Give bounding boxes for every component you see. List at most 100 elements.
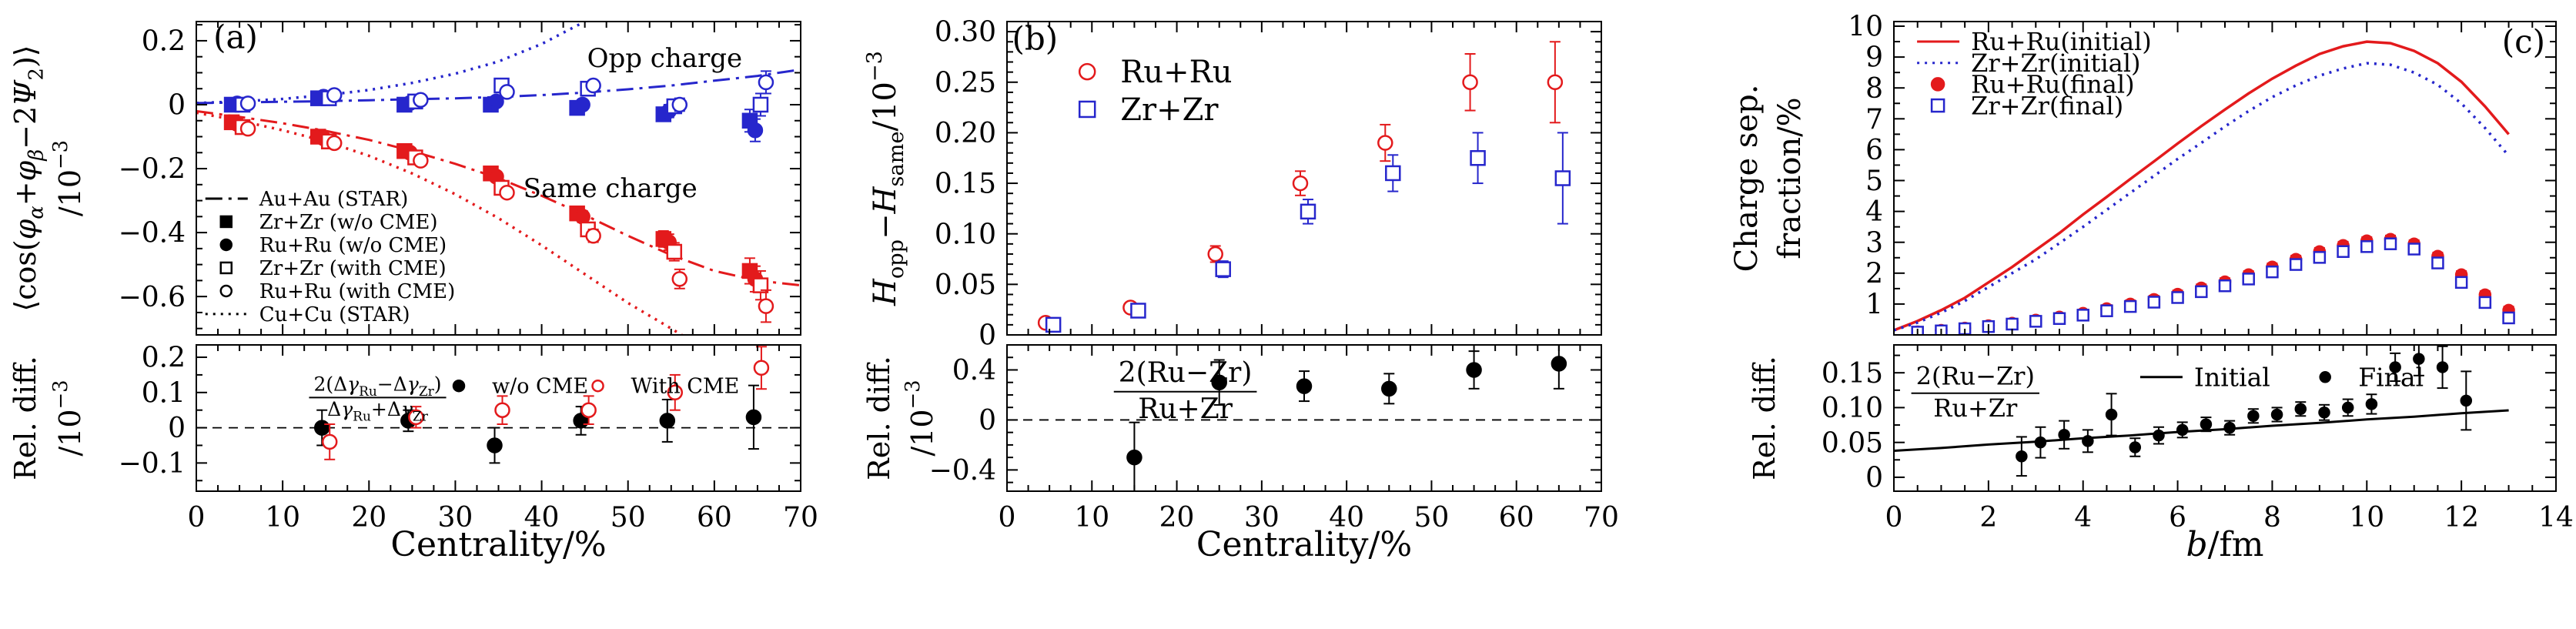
panel-b-chart: 0.30 0.25 0.20 0.15 0.10 0.05 0 Hopp−Hsame/10−3… <box>858 0 1717 629</box>
svg-text:Centrality/%: Centrality/% <box>1196 525 1412 564</box>
svg-text:0.25: 0.25 <box>935 67 996 99</box>
svg-text:7: 7 <box>1865 104 1883 136</box>
svg-text:0: 0 <box>979 405 996 437</box>
svg-text:/10−3: /10−3 <box>49 380 87 456</box>
svg-text:Charge sep.: Charge sep. <box>1729 85 1765 273</box>
svg-text:Rel. diff.: Rel. diff. <box>1748 356 1781 480</box>
svg-text:6: 6 <box>2169 502 2186 534</box>
svg-text:0.30: 0.30 <box>935 17 996 49</box>
svg-text:Rel. diff.: Rel. diff. <box>862 356 896 480</box>
svg-text:0.15: 0.15 <box>935 169 996 200</box>
svg-text:−0.1: −0.1 <box>119 448 186 480</box>
svg-text:0: 0 <box>188 502 206 534</box>
svg-text:Ru+Zr: Ru+Zr <box>1933 393 2018 423</box>
svg-text:(a): (a) <box>213 18 258 56</box>
svg-text:2: 2 <box>1979 502 1997 534</box>
svg-text:0.05: 0.05 <box>935 269 996 301</box>
svg-text:ΔγRu+ΔγZr: ΔγRu+ΔγZr <box>327 398 429 424</box>
svg-text:Ru+Ru (w/o CME): Ru+Ru (w/o CME) <box>259 234 447 257</box>
svg-text:60: 60 <box>697 502 732 534</box>
svg-text:14: 14 <box>2538 502 2574 534</box>
svg-text:4: 4 <box>2074 502 2092 534</box>
svg-text:2(ΔγRu−ΔγZr): 2(ΔγRu−ΔγZr) <box>313 373 441 400</box>
svg-text:(c): (c) <box>2502 23 2545 61</box>
svg-text:0.2: 0.2 <box>142 343 186 374</box>
svg-text:Ru+Zr: Ru+Zr <box>1138 393 1233 425</box>
svg-text:8: 8 <box>2263 502 2281 534</box>
svg-text:Same charge: Same charge <box>524 173 698 204</box>
svg-text:8: 8 <box>1865 73 1883 105</box>
svg-text:fraction/%: fraction/% <box>1772 97 1808 259</box>
svg-text:Ru+Ru(initial): Ru+Ru(initial) <box>1971 27 2152 56</box>
svg-text:60: 60 <box>1499 502 1534 534</box>
svg-text:10: 10 <box>2349 502 2384 534</box>
svg-text:12: 12 <box>2444 502 2479 534</box>
svg-text:50: 50 <box>611 502 646 534</box>
svg-text:b/fm: b/fm <box>2186 525 2263 564</box>
svg-text:Cu+Cu (STAR): Cu+Cu (STAR) <box>259 303 410 326</box>
svg-text:5: 5 <box>1865 166 1883 197</box>
svg-text:0.05: 0.05 <box>1822 427 1883 459</box>
svg-text:0: 0 <box>168 413 186 444</box>
svg-text:0: 0 <box>999 502 1016 534</box>
svg-text:9: 9 <box>1865 42 1883 74</box>
svg-text:0.10: 0.10 <box>935 219 996 250</box>
svg-text:6: 6 <box>1865 135 1883 166</box>
svg-text:10: 10 <box>1848 12 1883 43</box>
svg-text:3: 3 <box>1865 227 1883 259</box>
svg-text:0.10: 0.10 <box>1822 393 1883 424</box>
svg-text:−0.4: −0.4 <box>929 455 996 487</box>
svg-text:⟨cos(φα+φβ−2Ψ2)⟩: ⟨cos(φα+φβ−2Ψ2)⟩ <box>8 45 49 311</box>
svg-text:0.2: 0.2 <box>142 26 186 58</box>
svg-text:With CME: With CME <box>631 375 740 399</box>
svg-text:2(Ru−Zr): 2(Ru−Zr) <box>1119 357 1253 389</box>
svg-text:Zr+Zr(final): Zr+Zr(final) <box>1971 91 2123 120</box>
svg-text:20: 20 <box>351 502 386 534</box>
svg-text:(b): (b) <box>1012 20 1058 58</box>
svg-text:Centrality/%: Centrality/% <box>390 525 606 564</box>
svg-text:70: 70 <box>783 502 818 534</box>
svg-text:−0.6: −0.6 <box>119 282 186 313</box>
svg-text:10: 10 <box>265 502 300 534</box>
svg-text:2(Ru−Zr): 2(Ru−Zr) <box>1916 362 2035 391</box>
svg-text:1: 1 <box>1865 289 1883 321</box>
svg-text:Rel. diff.: Rel. diff. <box>8 356 42 480</box>
panel-a-chart: 0.20−0.2−0.4−0.6⟨cos(φα+φβ−2Ψ2)⟩/10−3(a)… <box>0 0 858 629</box>
svg-text:0.4: 0.4 <box>952 355 996 386</box>
svg-text:30: 30 <box>438 502 473 534</box>
svg-text:Zr+Zr (with CME): Zr+Zr (with CME) <box>259 257 447 280</box>
svg-text:Zr+Zr (w/o CME): Zr+Zr (w/o CME) <box>259 211 438 234</box>
svg-text:10: 10 <box>1074 502 1109 534</box>
svg-text:0: 0 <box>979 320 996 352</box>
svg-text:Opp charge: Opp charge <box>587 43 743 74</box>
svg-text:2: 2 <box>1865 258 1883 289</box>
svg-text:40: 40 <box>524 502 560 534</box>
svg-text:Au+Au (STAR): Au+Au (STAR) <box>259 188 408 211</box>
svg-text:/10−3: /10−3 <box>902 380 939 456</box>
svg-text:Final: Final <box>2358 362 2424 392</box>
svg-text:Ru+Ru: Ru+Ru <box>1120 55 1232 90</box>
svg-text:Ru+Ru(final): Ru+Ru(final) <box>1971 70 2134 99</box>
svg-text:50: 50 <box>1414 502 1450 534</box>
svg-text:Zr+Zr(initial): Zr+Zr(initial) <box>1971 49 2140 78</box>
svg-text:0: 0 <box>168 90 186 122</box>
svg-text:0.1: 0.1 <box>142 377 186 409</box>
svg-text:−0.2: −0.2 <box>119 154 186 186</box>
svg-text:30: 30 <box>1244 502 1280 534</box>
svg-text:0: 0 <box>1865 463 1883 494</box>
svg-text:0: 0 <box>1885 502 1903 534</box>
svg-text:w/o CME: w/o CME <box>492 375 588 399</box>
svg-text:4: 4 <box>1865 196 1883 228</box>
svg-text:70: 70 <box>1584 502 1619 534</box>
svg-text:−0.4: −0.4 <box>119 218 186 249</box>
svg-text:Zr+Zr: Zr+Zr <box>1120 92 1219 128</box>
svg-text:40: 40 <box>1329 502 1364 534</box>
svg-text:0.20: 0.20 <box>935 118 996 149</box>
svg-text:/10−3: /10−3 <box>49 140 87 216</box>
svg-text:20: 20 <box>1159 502 1195 534</box>
svg-text:Initial: Initial <box>2194 362 2270 392</box>
svg-text:Ru+Ru (with CME): Ru+Ru (with CME) <box>259 280 456 303</box>
svg-text:0.15: 0.15 <box>1822 358 1883 390</box>
